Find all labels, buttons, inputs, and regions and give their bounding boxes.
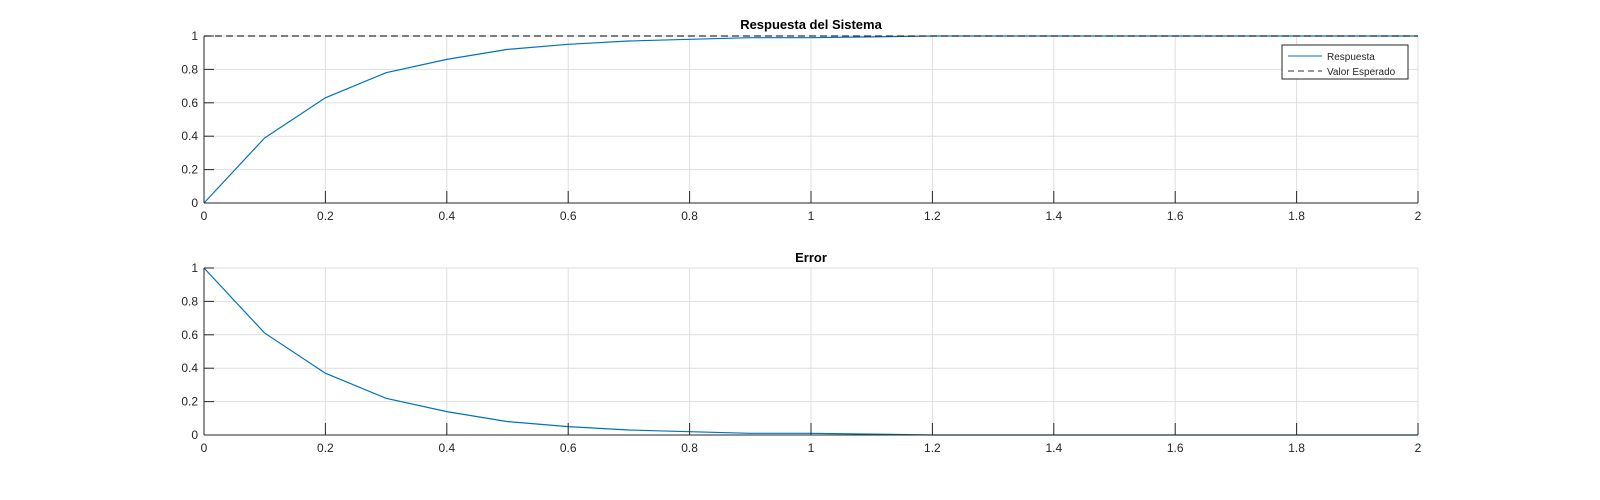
x-tick-label: 0.6 bbox=[560, 209, 577, 223]
x-tick-label: 2 bbox=[1415, 209, 1422, 223]
x-tick-label: 2 bbox=[1415, 441, 1422, 455]
x-tick-label: 1 bbox=[808, 209, 815, 223]
y-tick-label: 0.6 bbox=[181, 96, 198, 110]
legend-label-respuesta: Respuesta bbox=[1327, 52, 1375, 63]
response-chart-legend: Respuesta Valor Esperado bbox=[1281, 44, 1409, 80]
x-tick-label: 0.8 bbox=[681, 209, 698, 223]
x-tick-label: 1.4 bbox=[1045, 209, 1062, 223]
y-tick-label: 0.8 bbox=[181, 294, 198, 308]
x-tick-label: 1.6 bbox=[1167, 209, 1184, 223]
x-tick-label: 1.8 bbox=[1288, 441, 1305, 455]
response-chart: Respuesta del Sistema 0 0.2 0.4 0.6 0.8 1 1.2 1… bbox=[181, 17, 1421, 223]
y-tick-label: 0 bbox=[191, 428, 198, 442]
y-tick-label: 0.8 bbox=[181, 62, 198, 76]
x-tick-label: 1.2 bbox=[924, 209, 941, 223]
x-tick-label: 1.2 bbox=[924, 441, 941, 455]
error-chart: Error 0 0.2 0.4 0.6 0.8 1 1.2 1.4 1.6 1.8 2 0 0.2 0.4… bbox=[181, 250, 1421, 455]
y-tick-label: 0.2 bbox=[181, 395, 198, 409]
x-tick-label: 0.4 bbox=[438, 209, 455, 223]
error-chart-axes: 0 0.2 0.4 0.6 0.8 1 1.2 1.4 1.6 1.8 2 0 0.2 0.4 0.6 0.8… bbox=[181, 261, 1421, 455]
y-tick-label: 0 bbox=[191, 196, 198, 210]
x-tick-label: 0.4 bbox=[438, 441, 455, 455]
legend-box bbox=[1281, 44, 1409, 80]
y-tick-label: 0.6 bbox=[181, 328, 198, 342]
series-line-respuesta bbox=[203, 35, 1418, 204]
response-chart-axes: 0 0.2 0.4 0.6 0.8 1 1.2 1.4 1.6 1.8 2 0 0.2 0.4 0.6 0.8… bbox=[181, 29, 1421, 223]
x-tick-label: 1.8 bbox=[1288, 209, 1305, 223]
legend-label-valor-esperado: Valor Esperado bbox=[1327, 67, 1396, 78]
x-tick-label: 0.2 bbox=[317, 441, 334, 455]
x-tick-label: 0 bbox=[201, 209, 208, 223]
y-tick-label: 1 bbox=[191, 29, 198, 43]
y-tick-label: 1 bbox=[191, 261, 198, 275]
x-tick-label: 0.8 bbox=[681, 441, 698, 455]
y-tick-label: 0.4 bbox=[181, 361, 198, 375]
x-tick-label: 0.6 bbox=[560, 441, 577, 455]
y-tick-label: 0.4 bbox=[181, 129, 198, 143]
x-tick-label: 1.4 bbox=[1045, 441, 1062, 455]
x-tick-label: 0.2 bbox=[317, 209, 334, 223]
y-tick-label: 0.2 bbox=[181, 163, 198, 177]
x-tick-label: 1.6 bbox=[1167, 441, 1184, 455]
response-chart-series bbox=[203, 35, 1418, 204]
error-chart-title: Error bbox=[795, 250, 827, 265]
x-tick-label: 0 bbox=[201, 441, 208, 455]
response-chart-title: Respuesta del Sistema bbox=[740, 17, 882, 32]
x-tick-label: 1 bbox=[808, 441, 815, 455]
